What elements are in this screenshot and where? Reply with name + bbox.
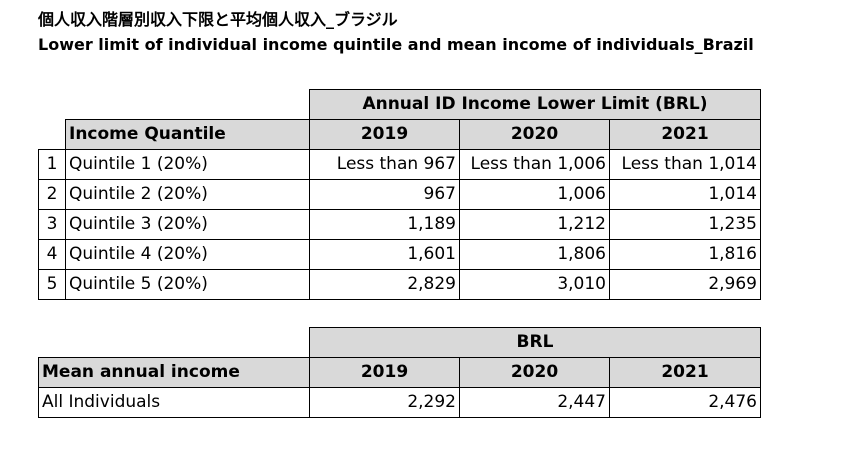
row-index: 1	[38, 149, 66, 180]
row-label: Quintile 4 (20%)	[65, 239, 310, 270]
year-header-2020: 2020	[459, 357, 610, 388]
table-cell: 967	[309, 179, 460, 210]
table-cell: 2,447	[459, 387, 610, 418]
row-index: 2	[38, 179, 66, 210]
table-cell: 2,969	[609, 269, 761, 300]
table-cell: 3,010	[459, 269, 610, 300]
table-row: 5 Quintile 5 (20%) 2,829 3,010 2,969	[38, 269, 761, 300]
table-cell: 1,806	[459, 239, 610, 270]
brl-header: BRL	[309, 327, 761, 358]
row-label: Quintile 1 (20%)	[65, 149, 310, 180]
table-cell: 1,816	[609, 239, 761, 270]
table-cell: 1,235	[609, 209, 761, 240]
row-index: 4	[38, 239, 66, 270]
table-row: 3 Quintile 3 (20%) 1,189 1,212 1,235	[38, 209, 761, 240]
row-index: 3	[38, 209, 66, 240]
quintile-lower-limit-table: Annual ID Income Lower Limit (BRL) Incom…	[38, 89, 761, 300]
year-header-2021: 2021	[609, 357, 761, 388]
table-cell: Less than 1,014	[609, 149, 761, 180]
table-cell: 1,014	[609, 179, 761, 210]
table-cell: 1,189	[309, 209, 460, 240]
table-cell: 2,292	[309, 387, 460, 418]
table-row: 4 Quintile 4 (20%) 1,601 1,806 1,816	[38, 239, 761, 270]
year-header-2019: 2019	[309, 357, 460, 388]
table-header-row: Mean annual income 2019 2020 2021	[38, 357, 761, 388]
year-header-2020: 2020	[459, 119, 610, 150]
year-header-2021: 2021	[609, 119, 761, 150]
row-index: 5	[38, 269, 66, 300]
table-cell: Less than 1,006	[459, 149, 610, 180]
mean-annual-income-header: Mean annual income	[38, 357, 310, 388]
table-row: All Individuals 2,292 2,447 2,476	[38, 387, 761, 418]
page-title-english: Lower limit of individual income quintil…	[38, 35, 754, 54]
annual-income-lower-limit-header: Annual ID Income Lower Limit (BRL)	[309, 89, 761, 120]
year-header-2019: 2019	[309, 119, 460, 150]
table-cell: 1,601	[309, 239, 460, 270]
table-cell: 2,476	[609, 387, 761, 418]
row-label: Quintile 2 (20%)	[65, 179, 310, 210]
row-label: All Individuals	[38, 387, 310, 418]
row-label: Quintile 3 (20%)	[65, 209, 310, 240]
table-cell: 1,212	[459, 209, 610, 240]
row-label: Quintile 5 (20%)	[65, 269, 310, 300]
table-cell: 1,006	[459, 179, 610, 210]
income-quantile-header: Income Quantile	[65, 119, 310, 150]
table-header-row: Income Quantile 2019 2020 2021	[39, 119, 761, 150]
table-row: 1 Quintile 1 (20%) Less than 967 Less th…	[38, 149, 761, 180]
table-row: 2 Quintile 2 (20%) 967 1,006 1,014	[38, 179, 761, 210]
table-cell: Less than 967	[309, 149, 460, 180]
table-group-header-row: Annual ID Income Lower Limit (BRL)	[39, 89, 761, 120]
mean-income-table: BRL Mean annual income 2019 2020 2021 Al…	[38, 327, 761, 418]
page-title-japanese: 個人収入階層別収入下限と平均個人収入_ブラジル	[38, 10, 398, 29]
table-cell: 2,829	[309, 269, 460, 300]
table-group-header-row: BRL	[39, 327, 761, 358]
